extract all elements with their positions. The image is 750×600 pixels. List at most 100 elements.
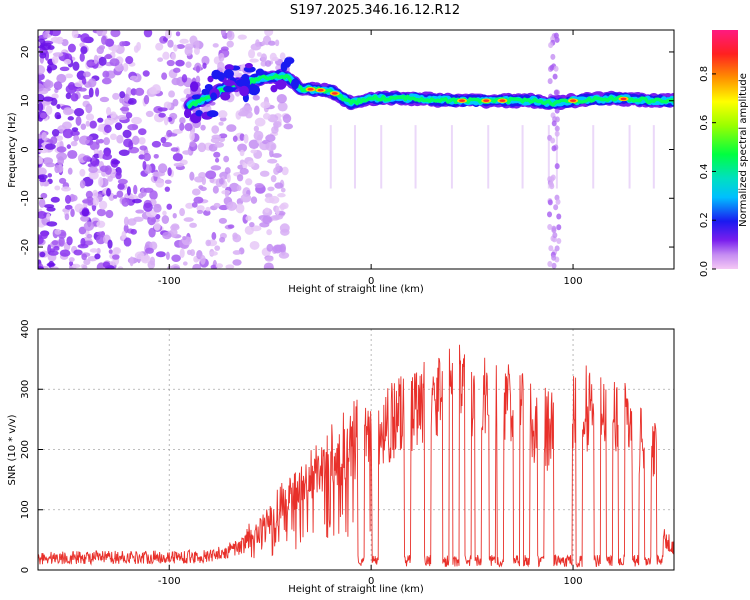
spectrogram-speckle [179,208,186,217]
spectrogram-speckle [70,140,78,147]
spec-ytick-label: 0 [20,146,31,152]
spectrogram-speckle [239,167,249,175]
spectrogram-column-speckle [554,245,560,252]
spectrogram-speckle [186,249,192,256]
spectrogram-blob [244,62,253,69]
spectrogram-speckle [185,202,194,209]
spectrogram-speckle [88,166,98,174]
spectrogram-speckle [89,248,99,253]
spectrogram-speckle [167,39,174,48]
spectrogram-speckle [226,30,235,41]
spectrogram-speckle [172,128,183,134]
spectrogram-speckle [80,215,90,222]
spectrogram-speckle [195,65,201,73]
spectrogram-streak [592,125,595,189]
spectrogram-speckle [232,135,238,142]
spectrogram-speckle [147,215,156,226]
spectrogram-blob [223,69,235,79]
spectrogram-speckle [96,231,105,236]
figure-title: S197.2025.346.16.12.R12 [290,3,460,18]
spectrogram-streak [353,125,356,189]
spectrogram-speckle [50,30,61,37]
spectrogram-streak [652,125,655,189]
spectrogram-speckle [237,143,248,153]
spectrogram-speckle [254,105,260,115]
spectrogram-speckle [135,209,145,214]
spectrogram-speckle [42,180,50,187]
spectrogram-speckle [62,128,74,139]
spectrogram-speckle [218,217,228,224]
spectrogram-speckle [96,30,108,36]
spectrogram-speckle [79,180,86,189]
spectrogram-speckle [125,56,134,65]
spectrogram-speckle [263,262,274,269]
spectrogram-streak [414,125,417,189]
spectrogram-speckle [179,122,185,131]
spectrogram-speckle [219,236,226,243]
spectrogram-speckle [264,196,275,204]
spectrogram-speckle [46,206,56,212]
snr-panel: -100 0 100 0 100 200 300 400 Height of straight… [7,319,675,595]
spectrogram-speckle [232,259,242,266]
spectrogram-blob [290,78,299,90]
spectrogram-speckle [96,208,106,217]
spectrogram-speckle [66,236,73,246]
snr-ytick-label: 300 [20,380,31,399]
spectrogram-speckle [164,186,171,192]
spectrogram-speckle [272,121,282,128]
spectrogram-speckle [103,137,111,146]
spectrogram-speckle [105,53,112,60]
spectrogram-speckle [58,177,67,184]
spectrogram-speckle [38,266,45,269]
spectrogram-content [38,30,674,269]
spectrogram-speckle [192,263,202,269]
spectrogram-column-speckle [552,232,558,239]
spectrogram-speckle [74,81,83,88]
colorbar-tick-label: 0.4 [699,163,710,179]
spectrogram-speckle [200,124,206,131]
spectrogram-speckle [268,40,276,46]
spectrogram-speckle [271,153,282,158]
spectrogram-speckle [237,34,247,40]
spectrogram-speckle [116,134,124,144]
spectrogram-speckle [95,235,106,245]
spectrogram-speckle [238,111,248,117]
spectrogram-speckle [65,73,74,79]
spectrogram-speckle [85,113,95,121]
spectrogram-speckle [213,151,221,158]
spectrogram-speckle [133,184,138,195]
spectrogram-speckle [152,171,163,177]
spectrogram-speckle [143,152,151,162]
spectrogram-speckle [170,147,179,152]
spectrogram-hotspot-core [459,99,465,103]
spectrogram-speckle [173,44,178,52]
spectrogram-speckle [239,149,245,157]
spectrogram-speckle [56,152,68,161]
spectrogram-speckle [67,167,73,175]
spectrogram-xlabel: Height of straight line (km) [288,284,424,295]
spectrogram-speckle [65,84,77,94]
spectrogram-speckle [226,201,238,211]
spectrogram-speckle [83,259,91,266]
spectrogram-speckle [243,133,249,144]
spectrogram-streak [380,125,383,189]
spectrogram-column-speckle [550,53,556,60]
spectrogram-speckle [66,144,72,149]
spectrogram-streak [555,125,558,189]
spectrogram-speckle [129,75,139,81]
spectrogram-speckle [51,240,59,246]
spectrogram-speckle [108,249,113,254]
spectrogram-speckle [104,165,112,175]
snr-ytick-label: 200 [20,440,31,459]
spectrogram-speckle [99,96,110,103]
spectrogram-speckle [264,60,272,67]
spectrogram-speckle [74,203,85,213]
spectrogram-speckle [83,240,94,246]
spectrogram-speckle [197,142,207,153]
spectrogram-speckle [226,173,231,183]
spectrogram-speckle [111,159,121,165]
spectrogram-speckle [171,223,180,229]
spectrogram-speckle [38,149,49,154]
